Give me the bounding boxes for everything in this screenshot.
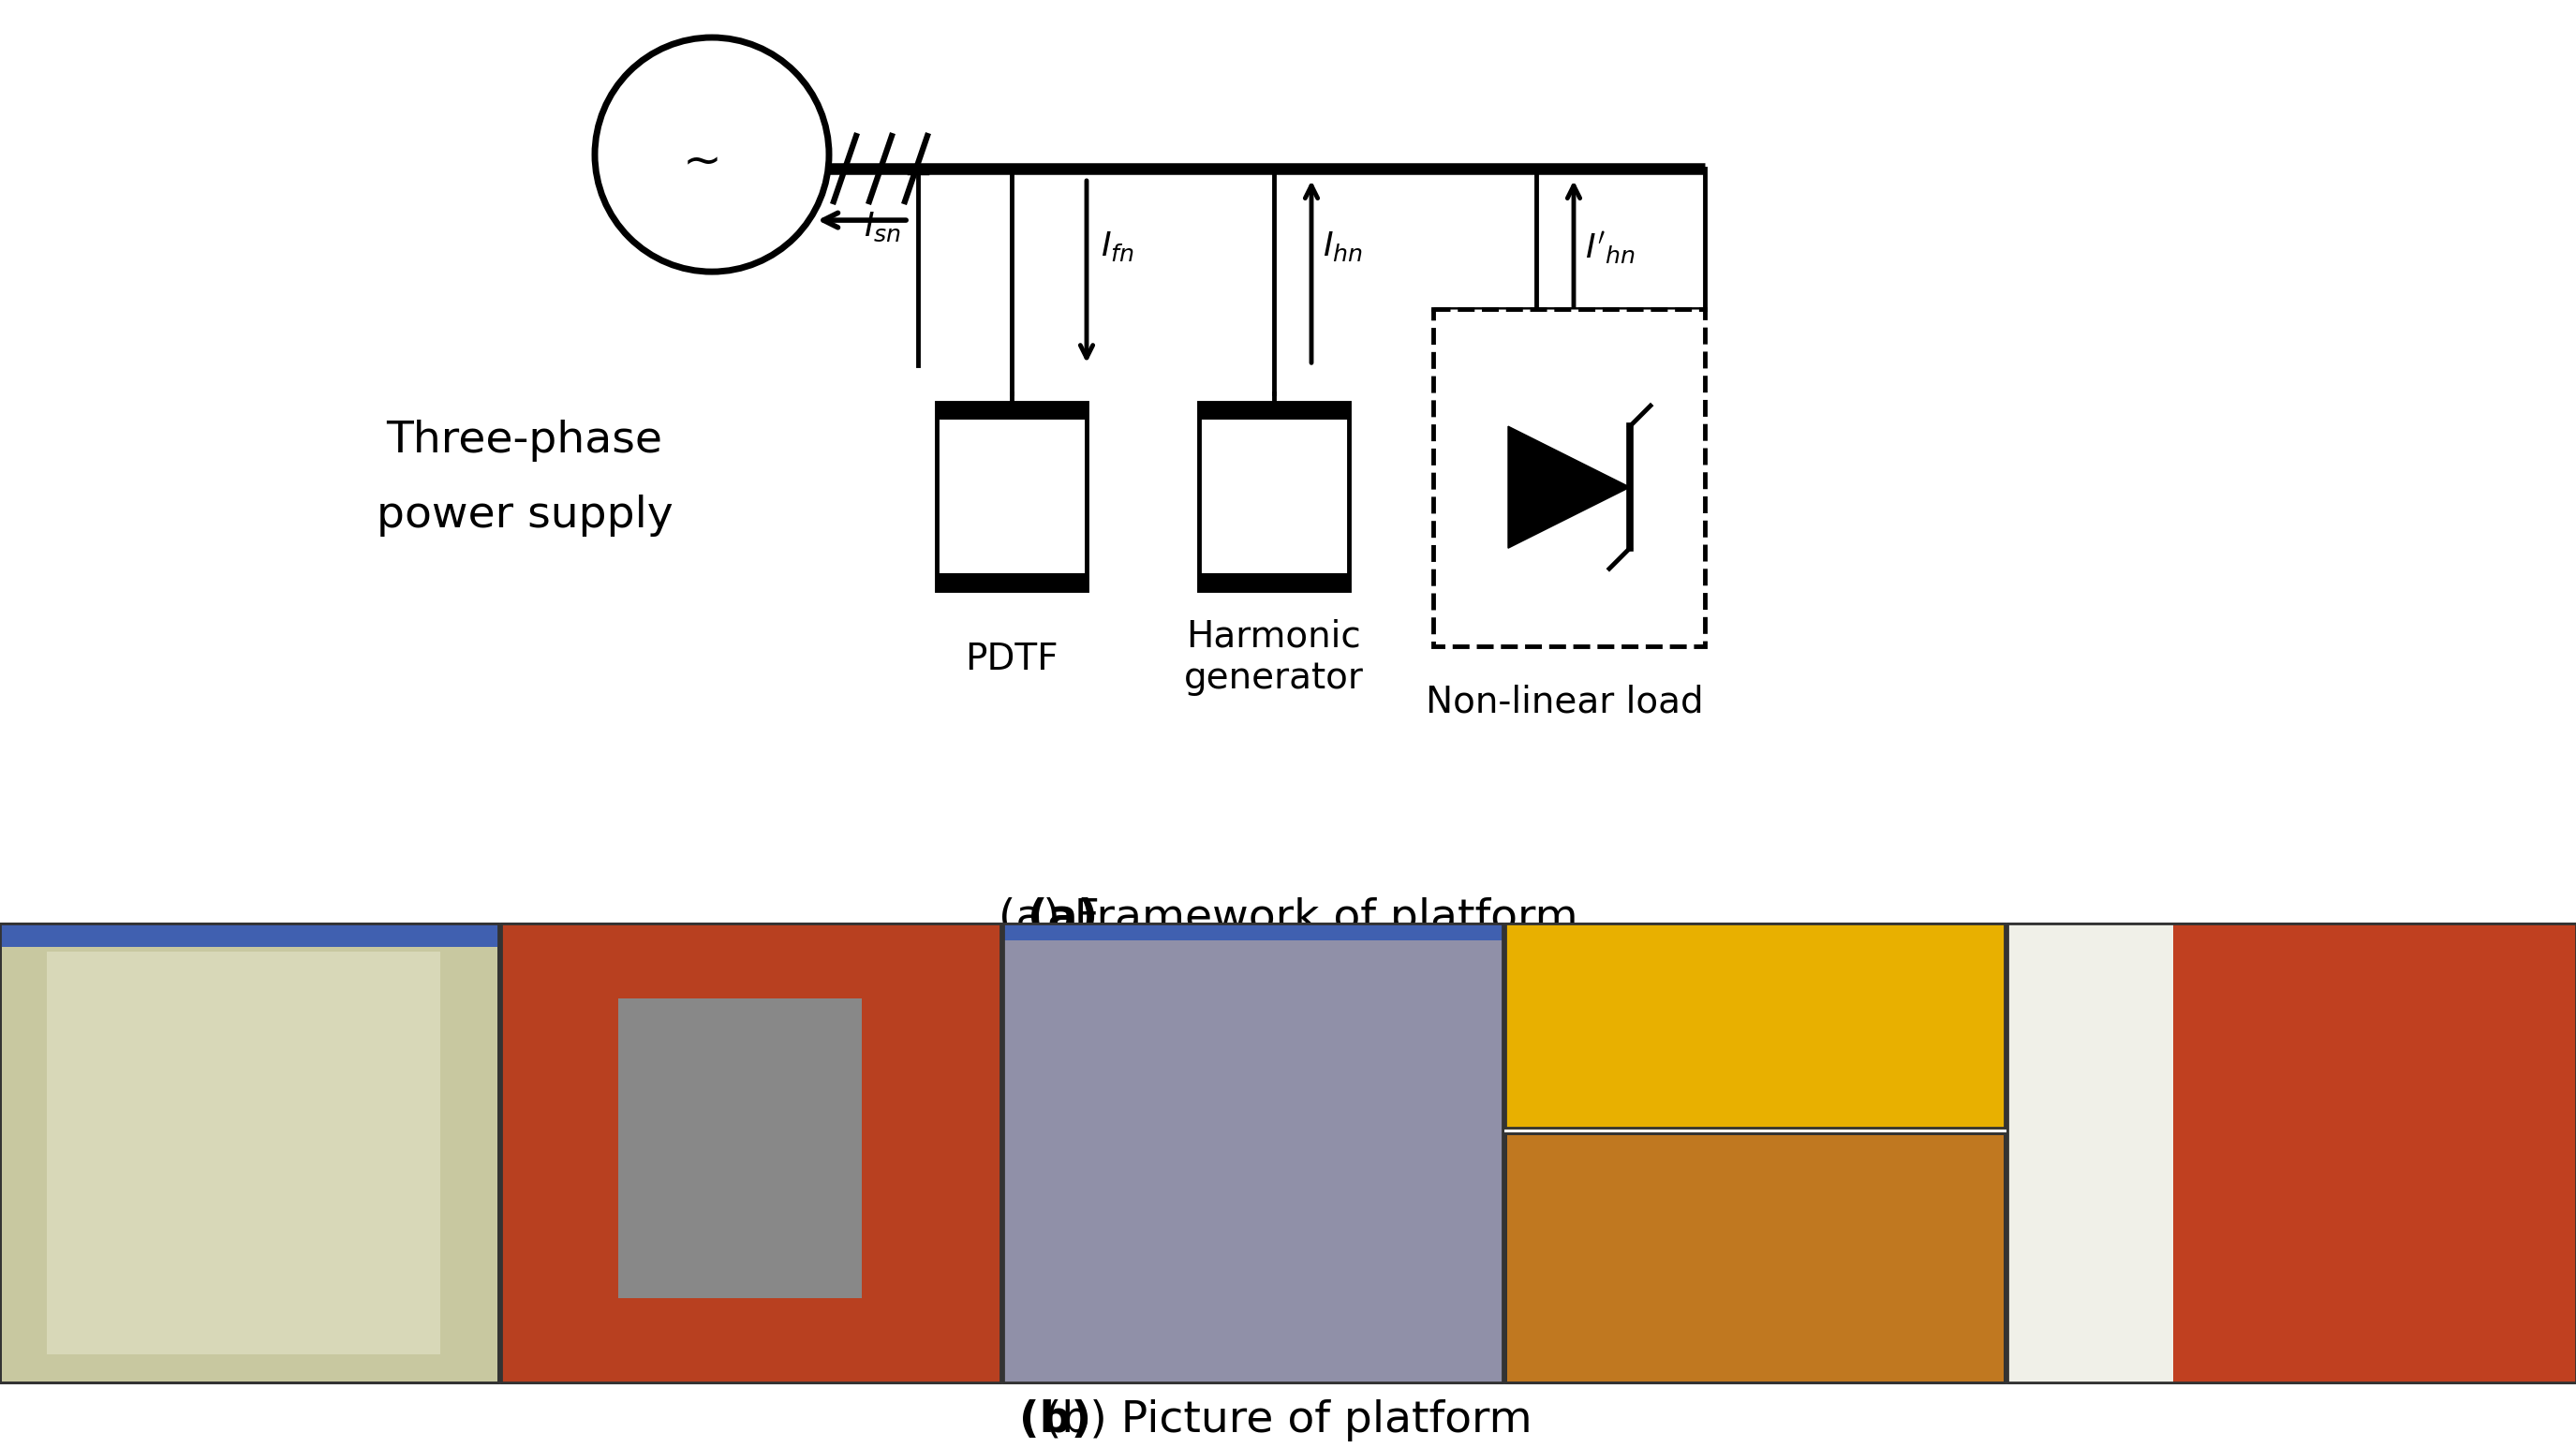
Bar	[0, 924, 497, 1383]
Bar	[1198, 403, 1350, 591]
Text: Non-linear load: Non-linear load	[1425, 683, 1703, 720]
Bar	[2007, 924, 2576, 1383]
Bar	[2174, 924, 2576, 1383]
Text: (b): (b)	[1020, 1399, 1092, 1441]
Polygon shape	[1507, 426, 1631, 549]
Text: $I'_{hn}$: $I'_{hn}$	[1584, 230, 1636, 266]
Bar	[1504, 1132, 2004, 1383]
Bar	[938, 403, 1087, 420]
Bar	[938, 403, 1087, 591]
Bar	[502, 924, 999, 1383]
Text: Three-phase
power supply: Three-phase power supply	[376, 420, 672, 536]
Bar	[1198, 403, 1350, 420]
Text: (a) Framework of platform: (a) Framework of platform	[999, 898, 1577, 940]
Bar	[938, 573, 1087, 591]
Bar	[1504, 924, 2004, 1128]
Text: PDTF: PDTF	[966, 641, 1059, 678]
Text: $I_{sn}$: $I_{sn}$	[863, 211, 902, 243]
Text: (b) Picture of platform: (b) Picture of platform	[1043, 1399, 1533, 1441]
Bar	[618, 999, 863, 1299]
Text: generator: generator	[1185, 660, 1363, 696]
Bar	[502, 924, 999, 1383]
Text: $I_{fn}$: $I_{fn}$	[1100, 230, 1133, 264]
Bar	[46, 951, 440, 1354]
Bar	[1198, 573, 1350, 591]
Bar	[1504, 1132, 2004, 1383]
Bar	[1002, 924, 1502, 1383]
Bar	[1002, 924, 1502, 941]
Text: ~: ~	[683, 139, 721, 184]
Bar	[1504, 924, 2004, 1129]
Bar	[2007, 924, 2576, 1383]
Bar	[0, 924, 497, 1383]
Bar	[1432, 310, 1705, 646]
Text: $I_{hn}$: $I_{hn}$	[1321, 230, 1363, 264]
Text: (a): (a)	[1028, 898, 1097, 940]
Bar	[1504, 924, 2004, 1128]
Text: Harmonic: Harmonic	[1188, 618, 1360, 654]
Bar	[0, 924, 497, 947]
Bar	[502, 924, 999, 1383]
Bar	[1002, 924, 1502, 1383]
Bar	[1002, 924, 1502, 1383]
Bar	[2007, 924, 2576, 1383]
